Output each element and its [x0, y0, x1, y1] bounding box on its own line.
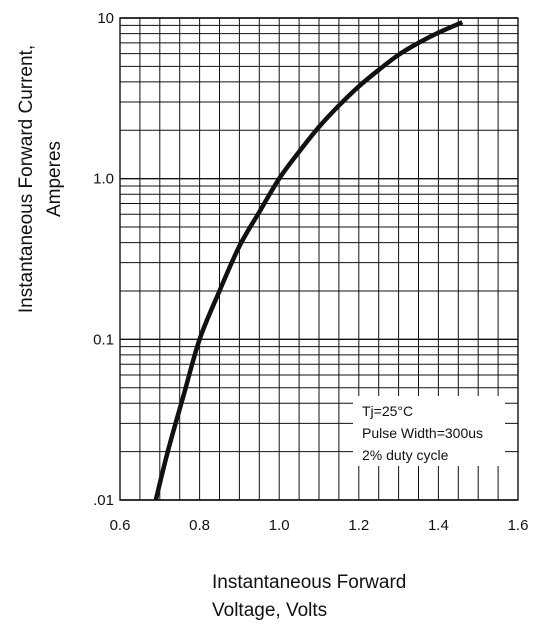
series-layer — [153, 20, 464, 501]
annotation-line-1: Tj=25°C — [362, 403, 413, 419]
x-axis-title-line-1: Instantaneous Forward — [212, 572, 406, 593]
x-tick-label: 1.6 — [508, 517, 529, 534]
x-tick-labels: 0.6 0.8 1.0 1.2 1.4 1.6 — [110, 517, 529, 534]
y-axis-title-line-2: Amperes — [44, 141, 65, 217]
forward-current-curve — [153, 20, 464, 501]
y-tick-label: 1.0 — [93, 171, 114, 188]
x-tick-label: 1.0 — [269, 517, 290, 534]
annotation-background — [353, 396, 505, 466]
annotation-line-2: Pulse Width=300us — [362, 425, 483, 441]
x-tick-label: 1.4 — [428, 517, 449, 534]
y-tick-labels: .01 0.1 1.0 10 — [93, 10, 114, 509]
x-axis-title: Instantaneous Forward Voltage, Volts — [212, 572, 406, 621]
annotation-line-3: 2% duty cycle — [362, 447, 449, 463]
x-axis-title-line-2: Voltage, Volts — [212, 600, 327, 621]
y-axis-title: Instantaneous Forward Current, Amperes — [16, 45, 65, 313]
x-tick-label: 0.6 — [110, 517, 131, 534]
plot-frame — [119, 17, 519, 501]
y-tick-label: 10 — [97, 10, 114, 27]
y-axis-title-line-1: Instantaneous Forward Current, — [16, 45, 37, 313]
annotation-box: Tj=25°C Pulse Width=300us 2% duty cycle — [353, 396, 505, 466]
y-tick-label: 0.1 — [93, 331, 114, 348]
y-tick-label: .01 — [93, 492, 114, 509]
x-tick-label: 0.8 — [189, 517, 210, 534]
x-tick-label: 1.2 — [348, 517, 369, 534]
